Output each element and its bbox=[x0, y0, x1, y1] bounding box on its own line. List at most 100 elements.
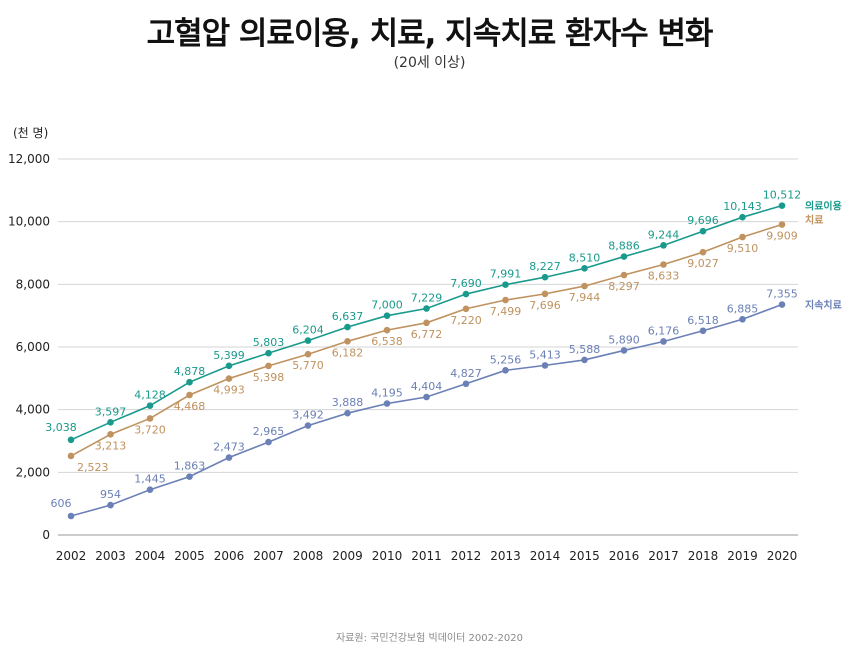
data-point bbox=[620, 347, 628, 354]
data-label: 7,000 bbox=[371, 299, 403, 312]
data-label: 4,468 bbox=[174, 400, 206, 413]
data-point bbox=[107, 431, 114, 438]
data-label: 5,256 bbox=[490, 353, 522, 366]
y-tick-label: 10,000 bbox=[8, 215, 50, 229]
data-label: 4,195 bbox=[371, 387, 403, 400]
data-point bbox=[541, 290, 549, 298]
data-label: 4,827 bbox=[450, 367, 482, 380]
x-tick-label: 2007 bbox=[253, 549, 284, 563]
y-tick-label: 0 bbox=[42, 528, 50, 542]
y-axis-unit-label: (천 명) bbox=[13, 125, 48, 140]
data-point bbox=[383, 400, 391, 407]
data-point bbox=[739, 315, 746, 323]
data-label: 7,991 bbox=[490, 268, 522, 281]
data-label: 4,878 bbox=[174, 365, 206, 378]
data-point bbox=[344, 409, 351, 417]
data-label: 7,355 bbox=[766, 288, 798, 301]
data-point bbox=[344, 323, 351, 331]
data-label: 2,523 bbox=[77, 461, 109, 474]
data-point bbox=[423, 319, 430, 327]
data-label: 954 bbox=[100, 488, 121, 501]
data-label: 7,499 bbox=[490, 305, 522, 318]
data-label: 4,128 bbox=[134, 389, 166, 402]
data-label: 5,770 bbox=[292, 359, 324, 372]
y-tick-label: 2,000 bbox=[16, 465, 50, 479]
x-tick-label: 2011 bbox=[411, 549, 442, 563]
data-point bbox=[502, 367, 509, 374]
data-label: 9,510 bbox=[727, 242, 759, 255]
y-tick-label: 4,000 bbox=[16, 403, 50, 417]
data-label: 10,512 bbox=[763, 189, 802, 202]
x-tick-label: 2014 bbox=[530, 549, 561, 563]
data-point bbox=[502, 281, 509, 288]
data-point bbox=[383, 312, 391, 319]
data-label: 9,909 bbox=[766, 230, 798, 243]
x-tick-label: 2017 bbox=[648, 549, 679, 563]
data-label: 7,944 bbox=[569, 291, 601, 304]
series-label-3: 지속치료 bbox=[805, 299, 842, 312]
data-point bbox=[739, 233, 746, 241]
data-label: 6,176 bbox=[648, 324, 680, 337]
data-label: 6,538 bbox=[371, 335, 403, 348]
data-label: 6,885 bbox=[727, 302, 759, 315]
data-point bbox=[739, 213, 746, 221]
data-point bbox=[699, 327, 707, 335]
data-point bbox=[225, 454, 233, 461]
data-point bbox=[304, 337, 312, 344]
data-point bbox=[462, 380, 470, 388]
data-label: 5,890 bbox=[608, 333, 640, 346]
data-label: 2,965 bbox=[253, 425, 285, 438]
data-label: 5,399 bbox=[213, 349, 245, 362]
series-label-1: 의료이용 bbox=[805, 200, 842, 213]
data-point bbox=[778, 221, 786, 228]
data-point bbox=[146, 415, 154, 422]
data-point bbox=[186, 473, 193, 480]
data-label: 3,888 bbox=[332, 396, 364, 409]
data-point bbox=[581, 265, 588, 272]
data-label: 6,772 bbox=[411, 328, 443, 341]
data-label: 7,696 bbox=[529, 299, 561, 312]
data-point bbox=[304, 350, 312, 358]
x-tick-label: 2012 bbox=[451, 549, 482, 563]
data-point bbox=[502, 296, 509, 304]
data-point bbox=[107, 501, 114, 509]
data-point bbox=[304, 422, 312, 429]
data-point bbox=[67, 452, 75, 460]
data-point bbox=[225, 375, 233, 382]
data-point bbox=[620, 271, 628, 279]
x-tick-label: 2016 bbox=[609, 549, 640, 563]
data-label: 5,398 bbox=[253, 371, 285, 384]
data-label: 3,597 bbox=[95, 405, 127, 418]
y-tick-label: 8,000 bbox=[16, 277, 50, 291]
data-point bbox=[265, 362, 272, 370]
data-point bbox=[462, 290, 470, 298]
x-tick-label: 2015 bbox=[569, 549, 600, 563]
x-tick-label: 2002 bbox=[56, 549, 87, 563]
data-label: 3,492 bbox=[292, 409, 324, 422]
data-point bbox=[265, 349, 272, 357]
x-tick-label: 2006 bbox=[214, 549, 245, 563]
data-label: 9,244 bbox=[648, 228, 680, 241]
data-label: 6,518 bbox=[687, 314, 719, 327]
data-point bbox=[660, 261, 667, 268]
data-label: 7,220 bbox=[450, 314, 482, 327]
data-point bbox=[186, 391, 193, 399]
data-point bbox=[699, 248, 707, 256]
chart-title: 고혈압 의료이용, 치료, 지속치료 환자수 변화 bbox=[146, 16, 714, 52]
data-point bbox=[541, 273, 549, 281]
data-label: 8,510 bbox=[569, 251, 601, 264]
data-label: 4,404 bbox=[411, 380, 443, 393]
x-tick-label: 2018 bbox=[688, 549, 719, 563]
data-label: 10,143 bbox=[723, 200, 762, 213]
data-label: 9,027 bbox=[687, 257, 719, 270]
x-tick-label: 2019 bbox=[727, 549, 758, 563]
data-point bbox=[423, 305, 430, 312]
data-label: 5,588 bbox=[569, 343, 601, 356]
x-tick-label: 2020 bbox=[767, 549, 798, 563]
data-label: 606 bbox=[51, 497, 72, 510]
data-label: 3,720 bbox=[134, 423, 166, 436]
series-label-2: 치료 bbox=[805, 214, 823, 227]
x-tick-label: 2008 bbox=[293, 549, 324, 563]
data-point bbox=[67, 512, 75, 520]
data-point bbox=[265, 438, 272, 446]
